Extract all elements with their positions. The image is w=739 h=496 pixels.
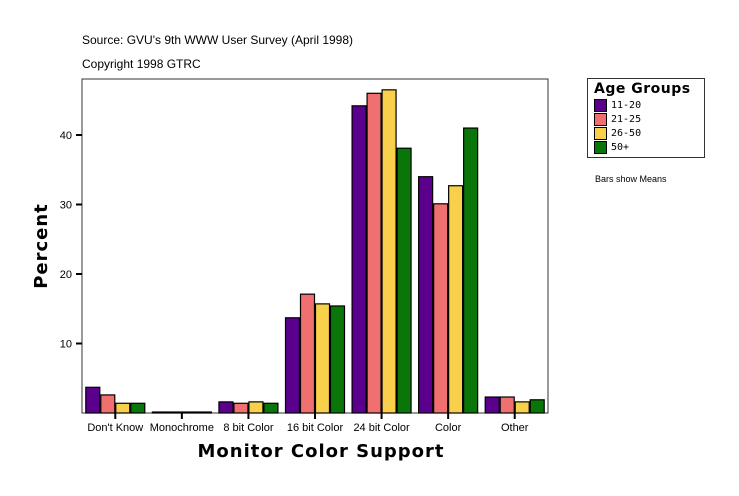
source-text: Source: GVU's 9th WWW User Survey (April…	[82, 33, 354, 47]
bar	[100, 394, 116, 414]
bar	[351, 105, 367, 414]
bar	[181, 411, 197, 414]
bar	[418, 176, 434, 414]
note-text: Bars show Means	[595, 174, 667, 184]
bar	[529, 399, 545, 414]
bar	[233, 402, 249, 414]
bar	[166, 411, 182, 414]
legend-swatch	[594, 127, 607, 140]
x-tick-label: Monochrome	[150, 422, 214, 434]
bar	[366, 92, 382, 414]
bar	[218, 401, 234, 414]
y-tick-label: 30	[60, 200, 72, 212]
legend-label: 11-20	[611, 100, 642, 111]
bar	[151, 411, 167, 414]
copyright-text: Copyright 1998 GTRC	[82, 57, 201, 71]
x-tick-label: Other	[501, 422, 529, 434]
bar	[463, 127, 479, 414]
legend-label: 26-50	[611, 128, 642, 139]
bar	[196, 411, 212, 414]
legend-title: Age Groups	[594, 81, 691, 97]
bar	[248, 401, 264, 414]
legend-item: 26-50	[594, 127, 641, 140]
bar	[433, 203, 449, 414]
legend-swatch	[594, 99, 607, 112]
bar	[396, 147, 412, 414]
bar	[448, 185, 464, 414]
legend-swatch	[594, 113, 607, 126]
bar	[284, 317, 301, 414]
bar	[85, 386, 101, 414]
bar	[115, 402, 131, 414]
x-tick-label: 24 bit Color	[353, 422, 410, 434]
y-tick-label: 20	[60, 269, 72, 281]
bar	[381, 89, 397, 414]
bar	[130, 402, 146, 414]
bar	[484, 396, 500, 414]
x-tick-label: 16 bit Color	[287, 422, 344, 434]
bar	[299, 293, 316, 414]
x-tick-label: 8 bit Color	[223, 422, 273, 434]
bar	[314, 303, 331, 414]
bar	[329, 305, 346, 414]
y-axis: 10 20 30 40	[60, 130, 82, 351]
bar	[263, 402, 279, 414]
legend-item: 21-25	[594, 113, 641, 126]
x-axis-label: Monitor Color Support	[197, 441, 444, 462]
x-axis: Don't Know Monochrome 8 bit Color 16 bit Co…	[87, 413, 529, 434]
legend-item: 50+	[594, 141, 629, 154]
legend: Age Groups 11-20 21-25 26-50 50+	[587, 78, 705, 158]
legend-item: 11-20	[594, 99, 641, 112]
legend-label: 50+	[611, 142, 630, 153]
bars	[85, 89, 545, 414]
y-axis-label: Percent	[31, 203, 52, 289]
legend-label: 21-25	[611, 114, 642, 125]
y-tick-label: 10	[60, 339, 72, 351]
legend-swatch	[594, 141, 607, 154]
x-tick-label: Don't Know	[87, 422, 143, 434]
x-tick-label: Color	[435, 422, 462, 434]
bar	[499, 396, 515, 414]
y-tick-label: 40	[60, 130, 72, 142]
bar	[514, 401, 530, 414]
